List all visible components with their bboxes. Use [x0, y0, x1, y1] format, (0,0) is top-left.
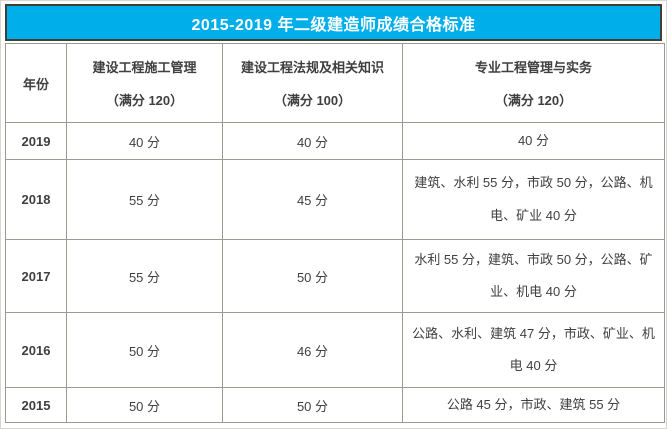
management-score-cell: 50 分 [66, 387, 223, 423]
header-management: 建设工程施工管理 （满分 120） [66, 43, 223, 123]
table-row: 2018 55 分 45 分 建筑、水利 55 分，市政 50 分，公路、机电、… [5, 159, 665, 240]
management-score-cell: 40 分 [66, 122, 223, 160]
header-practice: 专业工程管理与实务 （满分 120） [402, 43, 665, 123]
header-year-label: 年份 [22, 76, 49, 92]
regulations-score-cell: 50 分 [222, 387, 403, 423]
header-management-maxscore: （满分 120） [105, 92, 184, 108]
header-management-label: 建设工程施工管理 [92, 60, 197, 76]
management-score-cell: 55 分 [66, 239, 223, 313]
practice-score-cell: 40 分 [402, 122, 665, 160]
year-cell: 2019 [5, 122, 67, 160]
table-title-bar: 2015-2019 年二级建造师成绩合格标准 [5, 4, 662, 41]
table-title: 2015-2019 年二级建造师成绩合格标准 [191, 16, 476, 34]
practice-score-cell: 公路、水利、建筑 47 分，市政、矿业、机电 40 分 [402, 312, 665, 388]
table-row: 2016 50 分 46 分 公路、水利、建筑 47 分，市政、矿业、机电 40… [5, 312, 665, 388]
regulations-score-cell: 46 分 [222, 312, 403, 388]
regulations-score-cell: 50 分 [222, 239, 403, 313]
header-year: 年份 [5, 43, 67, 123]
header-practice-label: 专业工程管理与实务 [474, 60, 592, 76]
table-header-row: 年份 建设工程施工管理 （满分 120） 建设工程法规及相关知识 （满分 100… [5, 43, 665, 123]
header-regulations-maxscore: （满分 100） [273, 92, 352, 108]
header-practice-maxscore: （满分 120） [494, 92, 573, 108]
practice-score-cell: 水利 55 分，建筑、市政 50 分，公路、矿业、机电 40 分 [402, 239, 665, 313]
practice-score-cell: 建筑、水利 55 分，市政 50 分，公路、机电、矿业 40 分 [402, 159, 665, 240]
header-regulations: 建设工程法规及相关知识 （满分 100） [222, 43, 403, 123]
header-regulations-label: 建设工程法规及相关知识 [240, 60, 384, 76]
score-table: 年份 建设工程施工管理 （满分 120） 建设工程法规及相关知识 （满分 100… [5, 43, 665, 423]
practice-score-cell: 公路 45 分，市政、建筑 55 分 [402, 387, 665, 423]
year-cell: 2018 [5, 159, 67, 240]
regulations-score-cell: 40 分 [222, 122, 403, 160]
year-cell: 2016 [5, 312, 67, 388]
year-cell: 2015 [5, 387, 67, 423]
regulations-score-cell: 45 分 [222, 159, 403, 240]
year-cell: 2017 [5, 239, 67, 313]
management-score-cell: 55 分 [66, 159, 223, 240]
management-score-cell: 50 分 [66, 312, 223, 388]
table-row: 2015 50 分 50 分 公路 45 分，市政、建筑 55 分 [5, 387, 665, 423]
table-row: 2017 55 分 50 分 水利 55 分，建筑、市政 50 分，公路、矿业、… [5, 239, 665, 313]
table-row: 2019 40 分 40 分 40 分 [5, 122, 665, 160]
